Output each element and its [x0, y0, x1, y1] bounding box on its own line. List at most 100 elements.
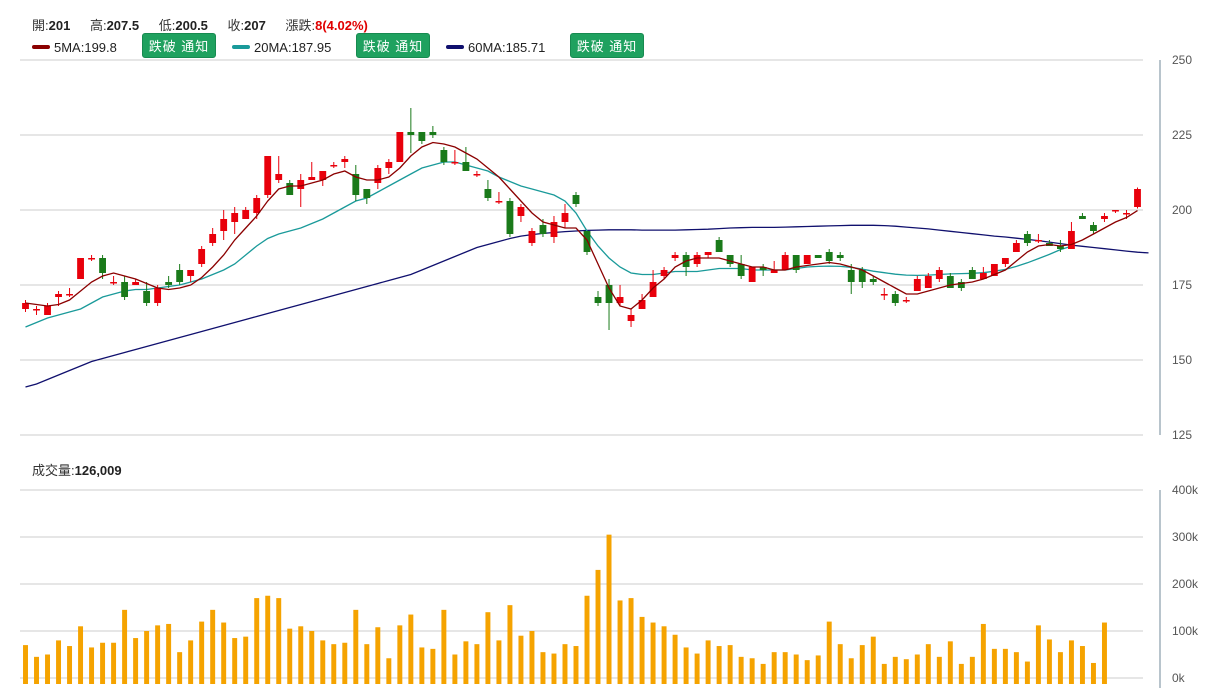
volume-bar — [991, 648, 997, 684]
volume-bar — [804, 660, 810, 684]
candle-up — [374, 168, 382, 183]
candle-up — [33, 309, 40, 311]
volume-summary: 成交量:126,009 — [32, 460, 122, 479]
volume-bar — [89, 647, 95, 684]
volume-bar — [78, 626, 84, 684]
volume-bar — [298, 626, 304, 684]
volume-bar — [1079, 646, 1085, 684]
candle-down — [594, 297, 602, 303]
candle-up — [231, 213, 239, 222]
volume-bar — [1035, 625, 1041, 684]
volume-bar — [727, 645, 733, 684]
volume-bar — [892, 656, 898, 684]
volume-bar — [749, 658, 755, 684]
candle-down — [143, 291, 151, 303]
volume-bar — [562, 644, 568, 684]
candle-down — [726, 255, 734, 264]
volume-bar — [287, 628, 293, 684]
volume-bar — [342, 642, 348, 684]
volume-bar — [1068, 640, 1074, 684]
volume-bar — [529, 631, 535, 684]
volume-bar — [650, 622, 656, 684]
volume-bar — [309, 631, 315, 684]
candle-up — [1012, 243, 1020, 252]
candle-up — [616, 297, 624, 303]
candle-up — [253, 198, 261, 213]
volume-tick-label: 400k — [1172, 483, 1199, 497]
candle-down — [1023, 234, 1031, 243]
high-label: 高: — [89, 18, 107, 33]
change-value: 8(4.02%) — [315, 18, 368, 33]
volume-bar — [573, 646, 579, 684]
candle-up — [77, 258, 84, 279]
ma20-line — [25, 161, 1072, 328]
close-value: 207 — [244, 18, 266, 33]
candle-up — [319, 171, 327, 180]
volume-bar — [243, 636, 249, 684]
candle-down — [121, 282, 129, 297]
volume-bar — [1013, 652, 1019, 684]
volume-tick-label: 100k — [1172, 624, 1199, 638]
volume-bar — [1046, 639, 1052, 684]
candle-up — [110, 282, 117, 284]
candle-down — [165, 282, 173, 285]
candle-down — [572, 195, 580, 204]
candle-up — [1123, 213, 1130, 215]
volume-bar — [386, 658, 392, 684]
candle-up — [473, 174, 481, 176]
candle-down — [825, 252, 833, 261]
volume-bar — [947, 641, 953, 684]
candle-down — [836, 255, 844, 258]
volume-bar — [155, 625, 161, 684]
candle-down — [363, 189, 371, 198]
candle-up — [781, 255, 789, 270]
volume-bar — [672, 634, 678, 684]
candle-up — [275, 174, 283, 180]
candle-up — [385, 162, 393, 168]
volume-bar — [419, 647, 425, 684]
ma60-notify-button[interactable]: 跌破 通知 — [570, 33, 644, 58]
volume-label: 成交量: — [32, 463, 75, 478]
volume-bar — [276, 598, 282, 684]
candle-down — [286, 183, 294, 195]
ma5-notify-button[interactable]: 跌破 通知 — [142, 33, 216, 58]
volume-bar — [320, 640, 326, 684]
candle-down — [462, 162, 470, 171]
volume-bar — [375, 627, 381, 684]
ma20-notify-button[interactable]: 跌破 通知 — [356, 33, 430, 58]
candle-up — [913, 279, 921, 291]
volume-bar — [980, 623, 986, 684]
volume-bar — [452, 654, 458, 684]
candle-up — [1034, 240, 1042, 242]
open-label: 開: — [32, 18, 49, 33]
volume-bar — [518, 635, 524, 684]
volume-bar — [661, 626, 667, 684]
ma5-swatch — [32, 45, 50, 49]
candle-down — [715, 240, 723, 252]
volume-bar — [1024, 661, 1030, 684]
candle-up — [44, 306, 51, 315]
volume-bar — [1101, 622, 1107, 684]
volume-bar — [254, 598, 260, 684]
volume-bar — [485, 612, 491, 684]
volume-bar — [199, 621, 205, 684]
candle-up — [396, 132, 404, 162]
volume-tick-label: 300k — [1172, 530, 1199, 544]
volume-bar — [639, 616, 645, 684]
volume-bar — [683, 647, 689, 684]
candle-up — [979, 273, 987, 279]
candle-up — [330, 165, 338, 167]
volume-bar — [1002, 648, 1008, 684]
volume-bar — [760, 663, 766, 684]
ma20-legend: 20MA:187.95 — [232, 36, 331, 58]
volume-value: 126,009 — [74, 463, 122, 478]
candle-down — [539, 225, 547, 234]
volume-bar — [595, 569, 601, 684]
candle-down — [792, 255, 800, 270]
volume-bar — [111, 642, 117, 684]
change-label: 漲跌: — [285, 18, 316, 33]
volume-bar — [936, 656, 942, 684]
candle-up — [561, 213, 569, 222]
volume-bar — [705, 640, 711, 684]
